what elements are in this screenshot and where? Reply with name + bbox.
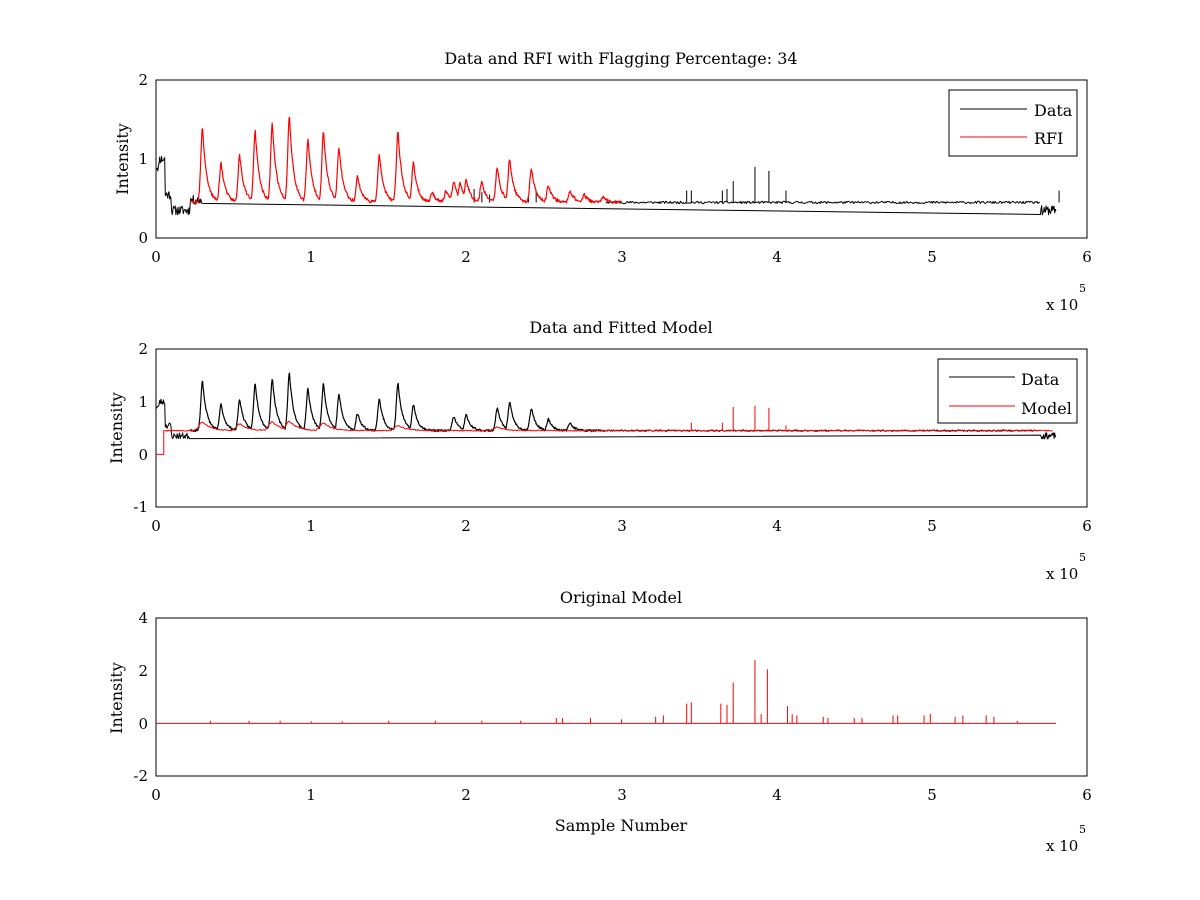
subplot-3-x-tick-5: 5 bbox=[927, 786, 937, 804]
subplot-1-x-tick-4: 4 bbox=[772, 248, 782, 266]
subplot-1-exponent-power: 5 bbox=[1079, 282, 1086, 295]
series-data-line bbox=[189, 372, 606, 433]
subplot-2-exponent-power: 5 bbox=[1079, 551, 1086, 564]
subplot-1-y-tick-0: 0 bbox=[138, 229, 148, 247]
subplot-2-ylabel: Intensity bbox=[107, 392, 126, 464]
subplot-1-legend: Data RFI bbox=[948, 89, 1078, 157]
subplot-3-x-tick-4: 4 bbox=[772, 786, 782, 804]
subplot-3-y-tick-2: 2 bbox=[138, 662, 148, 680]
subplot-1-legend-box bbox=[948, 89, 1078, 157]
subplot-3-x-tick-1: 1 bbox=[306, 786, 316, 804]
subplot-2-exponent: x 10 5 bbox=[1046, 551, 1086, 583]
subplot-1-series-layer bbox=[155, 116, 1060, 216]
subplot-3-series-layer bbox=[156, 660, 1056, 724]
subplot-3-y-tick-0: -2 bbox=[133, 767, 148, 785]
subplot-3-x-tick-2: 2 bbox=[461, 786, 471, 804]
subplot-2-x-tick-5: 5 bbox=[927, 517, 937, 535]
subplot-3-x-ticks: 0 1 2 3 4 5 6 bbox=[151, 786, 1092, 804]
subplot-3-exponent: x 10 5 bbox=[1046, 823, 1086, 855]
series-data-start bbox=[155, 398, 1057, 440]
subplot-3-xlabel: Sample Number bbox=[555, 816, 688, 835]
subplot-1-exponent-base: x 10 bbox=[1046, 296, 1078, 314]
subplot-1-title: Data and RFI with Flagging Percentage: 3… bbox=[444, 49, 797, 68]
subplot-1-ylabel: Intensity bbox=[113, 123, 132, 195]
subplot-3-exponent-base: x 10 bbox=[1046, 837, 1078, 855]
subplot-3-ylabel: Intensity bbox=[107, 662, 126, 734]
subplot-1-x-tick-5: 5 bbox=[927, 248, 937, 266]
subplot-2-legend: Data Model bbox=[937, 358, 1078, 424]
subplot-1-x-tick-1: 1 bbox=[306, 248, 316, 266]
subplot-2-x-tick-6: 6 bbox=[1082, 517, 1092, 535]
series-data-baseline bbox=[605, 200, 1040, 205]
subplot-1-x-tick-6: 6 bbox=[1082, 248, 1092, 266]
subplot-2-x-tick-4: 4 bbox=[772, 517, 782, 535]
subplot-1-legend-label-rfi: RFI bbox=[1034, 129, 1063, 148]
series-model-step bbox=[156, 430, 166, 455]
subplot-2-x-tick-0: 0 bbox=[151, 517, 161, 535]
subplot-2-title: Data and Fitted Model bbox=[529, 318, 712, 337]
subplot-3-exponent-power: 5 bbox=[1079, 823, 1086, 836]
subplot-2-legend-label-model: Model bbox=[1021, 399, 1072, 418]
subplot-1-x-tick-0: 0 bbox=[151, 248, 161, 266]
subplot-1-exponent: x 10 5 bbox=[1046, 282, 1086, 314]
subplot-2-legend-label-data: Data bbox=[1021, 370, 1060, 389]
subplot-1: Data and RFI with Flagging Percentage: 3… bbox=[113, 49, 1092, 314]
subplot-1-x-tick-2: 2 bbox=[461, 248, 471, 266]
subplot-2-y-tick-2: 1 bbox=[138, 393, 148, 411]
series-model-line bbox=[165, 420, 1053, 432]
subplot-2-x-tick-1: 1 bbox=[306, 517, 316, 535]
subplot-2-x-tick-3: 3 bbox=[617, 517, 627, 535]
subplot-3-title: Original Model bbox=[560, 588, 682, 607]
subplot-1-x-tick-3: 3 bbox=[617, 248, 627, 266]
subplot-3-y-tick-1: 0 bbox=[138, 715, 148, 733]
subplot-2-y-tick-0: -1 bbox=[133, 498, 148, 516]
subplot-2-x-ticks: 0 1 2 3 4 5 6 bbox=[151, 517, 1092, 535]
subplot-3-x-tick-0: 0 bbox=[151, 786, 161, 804]
series-rfi-line bbox=[189, 116, 622, 204]
series-data-start bbox=[155, 155, 1057, 216]
subplot-1-y-tick-1: 1 bbox=[138, 150, 148, 168]
subplot-2: Data and Fitted Model Intensity 0 1 2 3 … bbox=[107, 318, 1092, 583]
subplot-2-plot-area bbox=[155, 348, 1088, 508]
subplot-3-x-tick-3: 3 bbox=[617, 786, 627, 804]
subplot-1-legend-label-data: Data bbox=[1034, 101, 1073, 120]
subplot-1-x-ticks: 0 1 2 3 4 5 6 bbox=[151, 248, 1092, 266]
subplot-1-y-tick-2: 2 bbox=[138, 71, 148, 89]
subplot-2-series-layer bbox=[155, 372, 1057, 455]
subplot-2-y-tick-3: 2 bbox=[138, 340, 148, 358]
subplot-2-legend-box bbox=[937, 358, 1078, 424]
subplot-3: Original Model Intensity 0 1 2 3 4 5 6 -… bbox=[107, 588, 1092, 855]
subplot-2-x-tick-2: 2 bbox=[461, 517, 471, 535]
subplot-1-plot-area bbox=[155, 79, 1088, 239]
subplot-2-y-tick-1: 0 bbox=[138, 446, 148, 464]
subplot-2-y-ticks: -1 0 1 2 bbox=[133, 340, 148, 516]
subplot-3-y-tick-3: 4 bbox=[138, 609, 148, 627]
subplot-2-exponent-base: x 10 bbox=[1046, 565, 1078, 583]
subplot-3-y-ticks: -2 0 2 4 bbox=[133, 609, 148, 785]
subplot-3-x-tick-6: 6 bbox=[1082, 786, 1092, 804]
subplot-3-plot-area bbox=[155, 617, 1088, 777]
subplot-1-y-ticks: 0 1 2 bbox=[138, 71, 148, 247]
